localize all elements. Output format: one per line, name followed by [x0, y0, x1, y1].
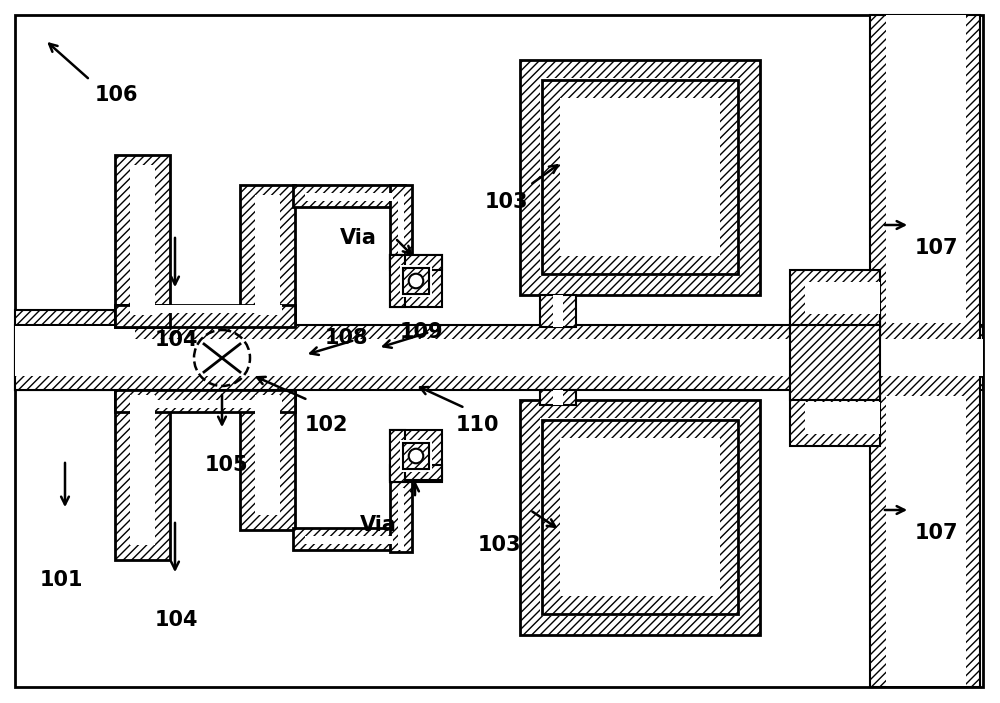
- Bar: [15, 326, 135, 374]
- Bar: [540, 295, 576, 327]
- Bar: [170, 339, 220, 376]
- Text: Via: Via: [340, 228, 377, 248]
- Bar: [398, 488, 404, 550]
- Bar: [520, 400, 760, 635]
- Bar: [390, 465, 442, 480]
- Bar: [305, 193, 393, 201]
- Text: 101: 101: [40, 570, 84, 590]
- Bar: [293, 185, 405, 207]
- Bar: [390, 255, 442, 307]
- Bar: [560, 98, 720, 256]
- Bar: [805, 282, 880, 314]
- Bar: [390, 430, 405, 482]
- Bar: [390, 255, 442, 270]
- Bar: [15, 339, 983, 376]
- Bar: [540, 390, 576, 405]
- Bar: [255, 195, 280, 315]
- Circle shape: [409, 449, 423, 463]
- Bar: [115, 305, 295, 327]
- Bar: [540, 418, 740, 616]
- Bar: [130, 400, 282, 408]
- Text: Via: Via: [360, 515, 397, 535]
- Bar: [115, 390, 170, 560]
- Bar: [805, 402, 880, 434]
- Bar: [542, 420, 738, 614]
- Bar: [390, 430, 442, 482]
- Bar: [400, 440, 432, 472]
- Bar: [115, 390, 295, 412]
- Text: 102: 102: [305, 415, 349, 435]
- Bar: [560, 438, 720, 596]
- Text: 103: 103: [478, 535, 522, 555]
- Bar: [790, 390, 880, 446]
- Text: 108: 108: [325, 328, 368, 348]
- Bar: [403, 268, 429, 294]
- Bar: [805, 324, 880, 371]
- Bar: [520, 60, 760, 295]
- Bar: [15, 325, 983, 390]
- Bar: [240, 390, 295, 530]
- Bar: [400, 265, 432, 297]
- Bar: [390, 480, 412, 552]
- Bar: [390, 185, 412, 257]
- Bar: [115, 155, 170, 325]
- Text: 104: 104: [155, 330, 198, 350]
- Bar: [240, 185, 295, 325]
- Text: 105: 105: [205, 455, 249, 475]
- Bar: [886, 15, 966, 323]
- Bar: [255, 395, 280, 515]
- Bar: [398, 195, 404, 257]
- Text: 107: 107: [915, 523, 958, 543]
- Bar: [870, 15, 980, 687]
- Text: 109: 109: [400, 322, 444, 342]
- Bar: [886, 396, 966, 686]
- Text: 106: 106: [95, 85, 138, 105]
- Bar: [130, 165, 155, 315]
- Text: 110: 110: [456, 415, 500, 435]
- Bar: [790, 310, 880, 385]
- Bar: [115, 305, 170, 327]
- Bar: [540, 78, 740, 276]
- Bar: [553, 295, 563, 327]
- Text: 107: 107: [915, 238, 958, 258]
- Bar: [553, 390, 563, 405]
- Circle shape: [409, 273, 423, 288]
- Bar: [305, 536, 393, 544]
- Bar: [790, 325, 880, 400]
- Bar: [130, 395, 155, 545]
- Text: 104: 104: [155, 610, 198, 630]
- Bar: [293, 528, 405, 550]
- Text: 103: 103: [485, 192, 528, 212]
- Bar: [390, 255, 405, 307]
- Bar: [542, 80, 738, 274]
- Bar: [403, 443, 429, 469]
- Bar: [130, 305, 282, 313]
- Bar: [15, 310, 135, 390]
- Bar: [790, 270, 880, 326]
